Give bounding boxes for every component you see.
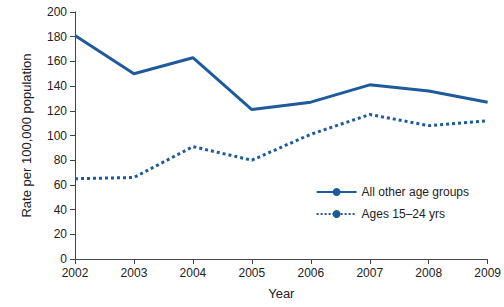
svg-text:20: 20 bbox=[54, 227, 68, 241]
svg-text:Year: Year bbox=[268, 286, 295, 301]
svg-text:60: 60 bbox=[54, 178, 68, 192]
svg-text:180: 180 bbox=[47, 30, 67, 44]
svg-text:2005: 2005 bbox=[238, 266, 265, 280]
svg-text:2008: 2008 bbox=[415, 266, 442, 280]
svg-text:2009: 2009 bbox=[474, 266, 501, 280]
svg-text:Rate per 100,000 population: Rate per 100,000 population bbox=[19, 53, 34, 217]
svg-text:2002: 2002 bbox=[62, 266, 89, 280]
svg-text:2006: 2006 bbox=[297, 266, 324, 280]
svg-text:100: 100 bbox=[47, 129, 67, 143]
svg-text:All other age groups: All other age groups bbox=[362, 185, 469, 199]
svg-text:2004: 2004 bbox=[180, 266, 207, 280]
svg-text:2007: 2007 bbox=[356, 266, 383, 280]
svg-text:140: 140 bbox=[47, 79, 67, 93]
svg-text:200: 200 bbox=[47, 5, 67, 19]
svg-text:80: 80 bbox=[54, 153, 68, 167]
svg-text:0: 0 bbox=[60, 252, 67, 266]
svg-text:160: 160 bbox=[47, 54, 67, 68]
svg-text:40: 40 bbox=[54, 203, 68, 217]
svg-text:2003: 2003 bbox=[121, 266, 148, 280]
svg-text:Ages 15–24 yrs: Ages 15–24 yrs bbox=[362, 207, 445, 221]
svg-text:120: 120 bbox=[47, 104, 67, 118]
